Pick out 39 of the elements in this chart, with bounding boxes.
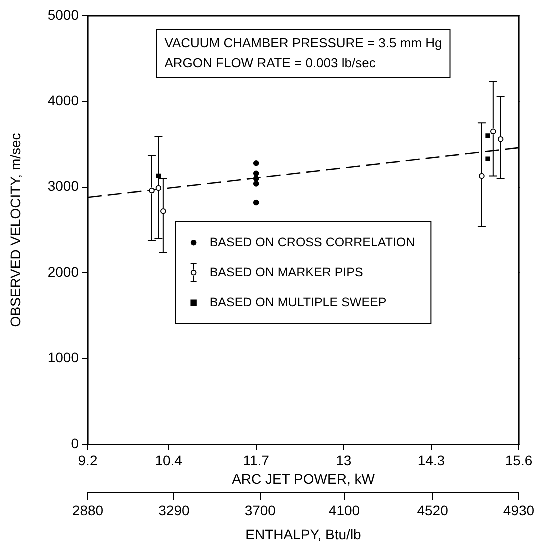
point [253, 160, 260, 166]
x2-tick-label: 4100 [328, 502, 360, 519]
x-tick-label: 15.6 [505, 452, 533, 469]
x-axis-title: ARC JET POWER, kW [232, 470, 376, 487]
point [253, 200, 260, 206]
point [156, 185, 162, 192]
x-tick-label: 10.4 [155, 452, 183, 469]
legend-label: BASED ON MULTIPLE SWEEP [210, 295, 387, 310]
x2-tick-label: 2880 [72, 502, 104, 519]
annotation: ARGON FLOW RATE = 0.003 lb/sec [164, 56, 376, 71]
x2-axis-title: ENTHALPY, Btu/lb [246, 526, 362, 542]
point [253, 176, 260, 182]
x-tick-label: 9.2 [78, 452, 98, 469]
legend-label: BASED ON CROSS CORRELATION [210, 235, 416, 250]
point [253, 181, 260, 187]
y-tick-label: 0 [71, 435, 80, 452]
x2-tick-label: 3290 [158, 502, 190, 519]
legend-label: BASED ON MARKER PIPS [210, 265, 364, 280]
x-tick-label: 11.7 [243, 452, 270, 469]
x-tick-label: 13 [336, 452, 352, 469]
point [479, 173, 485, 180]
point [253, 170, 260, 177]
point [160, 208, 166, 214]
y-tick-label: 4000 [48, 92, 80, 109]
point [498, 136, 504, 142]
y-axis-title: OBSERVED VELOCITY, m/sec [7, 133, 24, 328]
x2-tick-label: 4930 [503, 502, 535, 519]
y-tick-label: 1000 [48, 350, 80, 366]
y-tick-label: 3000 [48, 178, 80, 194]
annotation: VACUUM CHAMBER PRESSURE = 3.5 mm Hg [164, 36, 442, 51]
point [149, 188, 155, 194]
point [486, 134, 490, 138]
y-tick-label: 5000 [48, 6, 80, 23]
x-tick-label: 14.3 [418, 452, 446, 469]
point [486, 156, 490, 162]
x2-tick-label: 4520 [417, 502, 449, 519]
point [490, 128, 496, 135]
x2-tick-label: 3700 [244, 502, 276, 519]
y-tick-label: 2000 [48, 264, 80, 280]
